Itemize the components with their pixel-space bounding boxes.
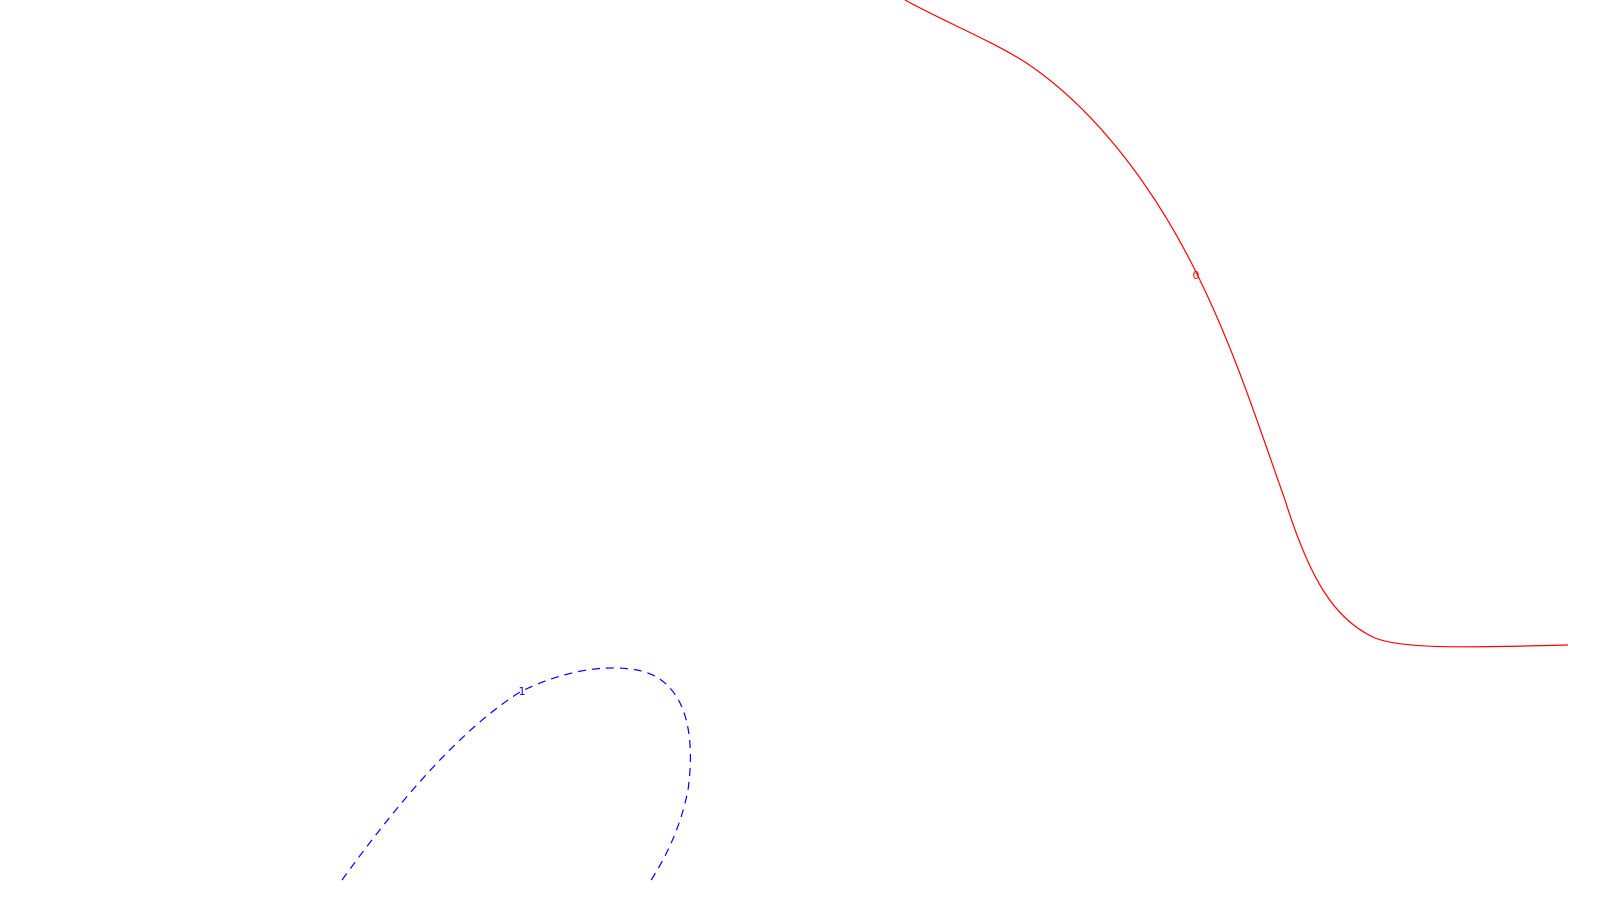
contour-label-1: 1 bbox=[519, 685, 526, 698]
contour-label-0: 0 bbox=[1193, 269, 1200, 282]
contour-line-0 bbox=[904, 0, 1569, 648]
contour-line-1 bbox=[341, 667, 692, 883]
